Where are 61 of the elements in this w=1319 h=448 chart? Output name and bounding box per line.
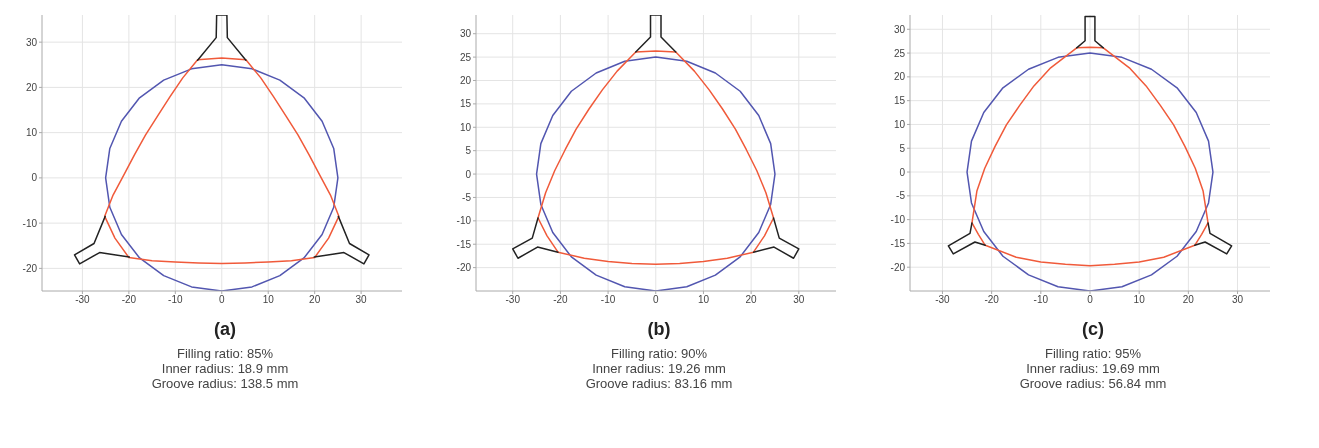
x-tick-label: -30	[75, 294, 91, 306]
x-tick-label: 10	[262, 294, 275, 306]
y-tick-label: 15	[459, 98, 472, 110]
text: Inner radius: 19.26 mm	[591, 361, 727, 376]
x-tick-label: -10	[168, 294, 183, 306]
text: Filling ratio: 85%	[175, 346, 275, 361]
text: Filling ratio: 90%	[609, 346, 709, 361]
x-tick-label: 0	[1087, 294, 1094, 306]
x-tick-label: -20	[121, 294, 137, 306]
y-tick-label: -20	[890, 261, 906, 273]
y-tick-label: 25	[893, 47, 906, 59]
y-tick-label: 20	[459, 75, 472, 87]
x-tick-label: 30	[793, 294, 805, 306]
y-tick-label: -5	[896, 190, 906, 202]
text: (a)	[214, 319, 236, 340]
y-tick-label: -20	[456, 262, 472, 274]
y-tick-label: 30	[459, 28, 472, 40]
y-tick-label: 10	[459, 121, 472, 133]
y-tick-label: 20	[25, 81, 38, 93]
x-tick-label: -10	[1033, 294, 1049, 306]
y-tick-label: 15	[893, 95, 906, 107]
x-tick-label: 20	[309, 294, 321, 306]
x-tick-label: 10	[1133, 294, 1146, 306]
y-tick-label: 0	[465, 168, 472, 180]
y-tick-label: 10	[25, 127, 38, 139]
x-tick-label: 30	[1231, 294, 1244, 306]
text: Groove radius: 56.84 mm	[1019, 376, 1167, 391]
y-tick-label: -15	[890, 237, 906, 249]
y-tick-label: 30	[25, 36, 38, 48]
x-tick-label: -20	[984, 294, 1000, 306]
x-tick-label: 20	[1182, 294, 1195, 306]
x-tick-label: 30	[355, 294, 368, 306]
y-tick-label: -10	[22, 217, 38, 229]
x-tick-label: -30	[935, 294, 951, 306]
y-tick-label: 20	[893, 71, 906, 83]
y-tick-label: 25	[459, 51, 472, 63]
y-tick-label: -15	[456, 238, 472, 250]
text: Filling ratio: 95%	[1043, 346, 1143, 361]
y-tick-label: 10	[893, 119, 906, 130]
y-tick-label: 5	[899, 142, 906, 154]
text: Inner radius: 18.9 mm	[160, 361, 290, 376]
y-tick-label: -5	[462, 191, 472, 203]
x-tick-label: 0	[652, 294, 659, 306]
y-tick-label: 30	[893, 23, 906, 35]
text: Groove radius: 83.16 mm	[585, 376, 733, 391]
y-tick-label: 0	[899, 166, 906, 178]
y-tick-label: 0	[31, 172, 38, 184]
x-tick-label: 10	[697, 294, 710, 306]
text: (c)	[1082, 319, 1104, 340]
y-tick-label: -10	[890, 214, 906, 226]
y-tick-label: -20	[22, 262, 38, 274]
x-tick-label: 0	[218, 294, 225, 306]
y-tick-label: -10	[456, 215, 472, 227]
text: Inner radius: 19.69 mm	[1025, 361, 1161, 376]
text: (b)	[647, 319, 671, 340]
y-tick-label: 5	[465, 145, 472, 157]
x-tick-label: -30	[505, 294, 521, 306]
x-tick-label: -10	[600, 294, 616, 306]
x-tick-label: -20	[553, 294, 569, 306]
text: Groove radius: 138.5 mm	[151, 376, 299, 391]
x-tick-label: 20	[745, 294, 758, 306]
